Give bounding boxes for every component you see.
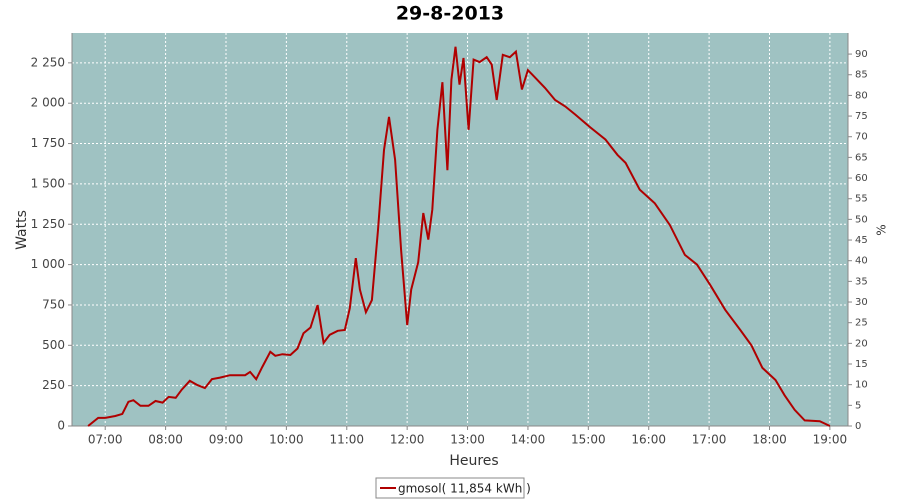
y2-tick-label: 85 (855, 70, 868, 81)
chart-title: 29-8-2013 (396, 3, 504, 25)
y2-tick-label: 70 (855, 132, 868, 143)
x-tick-label: 16:00 (631, 433, 666, 447)
y-tick-label: 0 (57, 419, 65, 433)
x-tick-label: 11:00 (329, 433, 364, 447)
y-tick-label: 2 250 (31, 55, 65, 69)
y-tick-label: 500 (42, 338, 65, 352)
y-tick-label: 750 (42, 297, 65, 311)
x-tick-label: 09:00 (209, 433, 244, 447)
x-tick-label: 18:00 (752, 433, 787, 447)
x-tick-label: 15:00 (571, 433, 606, 447)
y-tick-label: 250 (42, 378, 65, 392)
y2-tick-label: 30 (855, 297, 868, 308)
y2-tick-label: 20 (855, 338, 868, 349)
x-tick-label: 14:00 (511, 433, 546, 447)
y-tick-label: 1 500 (31, 176, 65, 190)
y2-tick-label: 65 (855, 152, 868, 163)
data-line (87, 46, 831, 427)
y2-tick-label: 90 (855, 49, 868, 60)
y2-tick-label: 60 (855, 173, 868, 184)
y-tick-label: 2 000 (31, 96, 65, 110)
y-axis-label: Watts (14, 210, 30, 250)
y2-tick-label: 35 (855, 276, 868, 287)
x-tick-label: 13:00 (450, 433, 485, 447)
y2-axis-label: % (875, 224, 889, 235)
x-axis-label: Heures (449, 453, 498, 469)
y2-tick-label: 15 (855, 359, 868, 370)
y2-tick-label: 5 (855, 400, 861, 411)
x-tick-label: 19:00 (813, 433, 848, 447)
y-tick-label: 1 250 (31, 217, 65, 231)
legend-label: gmosol( 11,854 kWh ) (398, 482, 531, 496)
y2-tick-label: 0 (855, 421, 861, 432)
y2-tick-label: 40 (855, 256, 868, 267)
legend-box (375, 477, 525, 499)
plot-area (72, 33, 848, 426)
y-tick-label: 1 750 (31, 136, 65, 150)
y-tick-label: 1 000 (31, 257, 65, 271)
y2-tick-label: 10 (855, 380, 868, 391)
y2-tick-label: 55 (855, 194, 868, 205)
x-tick-label: 08:00 (148, 433, 183, 447)
y2-tick-label: 25 (855, 318, 868, 329)
x-tick-label: 17:00 (692, 433, 727, 447)
x-tick-label: 07:00 (88, 433, 123, 447)
x-tick-label: 12:00 (390, 433, 425, 447)
y2-tick-label: 45 (855, 235, 868, 246)
y2-tick-label: 80 (855, 90, 868, 101)
y2-tick-label: 75 (855, 111, 868, 122)
y2-tick-label: 50 (855, 214, 868, 225)
x-tick-label: 10:00 (269, 433, 304, 447)
